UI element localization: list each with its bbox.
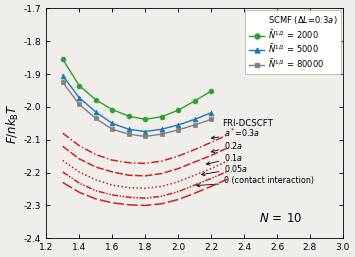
- Legend: SCMF ($\Delta L$=0.3$a$), $\bar{N}^{1/2}$ = 2000, $\bar{N}^{1/2}$ = 5000, $\bar{: SCMF ($\Delta L$=0.3$a$), $\bar{N}^{1/2}…: [245, 10, 342, 75]
- Text: FRI-DCSCFT: FRI-DCSCFT: [223, 120, 273, 128]
- Text: 0.1$a$: 0.1$a$: [207, 152, 244, 165]
- Text: 0 (contact interaction): 0 (contact interaction): [197, 176, 314, 187]
- Text: $a^*$=0.3$a$: $a^*$=0.3$a$: [212, 127, 261, 139]
- Text: 0.2$a$: 0.2$a$: [211, 140, 243, 153]
- Text: $N\,{=}\,10$: $N\,{=}\,10$: [259, 212, 302, 225]
- Y-axis label: $F/nk_{\mathrm{B}}T$: $F/nk_{\mathrm{B}}T$: [5, 103, 21, 144]
- Text: 0.05$a$: 0.05$a$: [202, 163, 248, 176]
